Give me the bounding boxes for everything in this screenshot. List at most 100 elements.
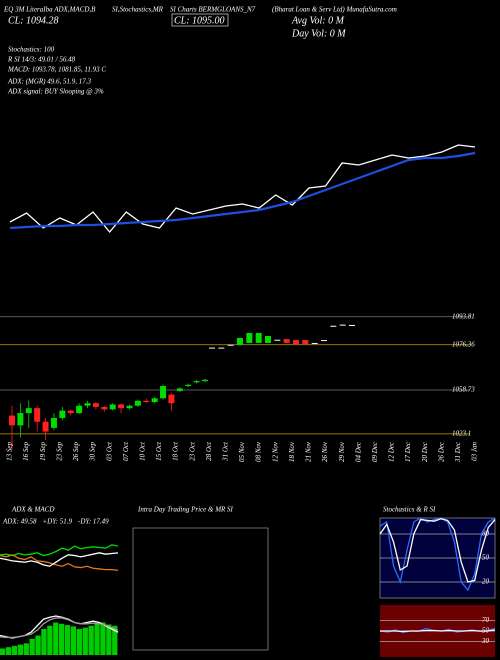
panel-title: Intra Day Trading Price & MR SI [137,506,234,514]
bar [29,638,35,655]
candle-body [274,339,281,341]
bar [53,622,59,655]
header-text: SI,Stochastics,MR [112,6,164,14]
x-tick-label: 23 Sep [55,442,63,461]
candle-body [25,408,32,414]
x-tick-label: 23 Oct [188,441,196,461]
candle-body [209,347,215,349]
candle-body [59,410,66,418]
x-tick-label: 03 Oct [105,441,113,461]
candle-body [34,408,41,422]
candle-body [283,339,290,343]
candle-body [168,394,175,404]
annotation: -DY: 17.49 [78,518,109,526]
candle-body [151,398,158,402]
x-tick-label: 12 Nov [271,441,279,462]
close-box [171,13,229,27]
day-volume: Day Vol: 0 M [291,28,346,39]
y-tick-label: 1058.73 [452,386,475,394]
candle-body [321,340,327,342]
header-text: EQ 3M LiteraIba ADX,MACD,B [3,6,96,14]
bar [35,635,41,655]
x-tick-label: 13 Sep [6,442,14,461]
candle-body [193,381,200,383]
x-tick-label: 10 Oct [138,441,146,461]
bar [0,648,6,655]
x-tick-label: 07 Oct [122,441,130,461]
bar [11,645,18,655]
series-line [0,544,119,557]
candle-body [176,388,183,391]
candle-body [311,342,318,344]
x-tick-label: 26 Dec [437,441,445,462]
series-line [0,617,119,639]
candle-body [185,384,192,386]
bar [59,623,65,655]
candle-body [349,324,355,326]
series-line [9,144,476,234]
bar [88,625,94,655]
close-price: CL: 1095.00 [174,15,225,26]
stat-line: MACD: 1093.78, 1081.85, 11.93 C [7,66,106,74]
x-tick-label: 21 Nov [305,441,313,462]
x-tick-label: 08 Nov [255,441,263,462]
bar [94,623,100,655]
candle-body [67,410,74,414]
candle-body [218,347,225,349]
y-tick-label: 70 [482,616,490,624]
candle-body [330,325,337,327]
bar [47,625,53,655]
candle-body [76,405,83,414]
x-tick-label: 09 Dec [371,441,379,462]
x-tick-label: 26 Nov [321,441,329,462]
x-tick-label: 30 Sep [89,442,97,462]
candle-body [160,386,167,399]
bar [112,625,118,655]
candle-body [302,340,309,345]
bar [17,644,24,655]
x-tick-label: 20 Dec [421,441,429,462]
stat-line: Stochastics: 100 [8,46,55,54]
candle-body [101,406,108,410]
y-tick-label: 1093.81 [452,312,475,320]
series-line [9,151,476,230]
candle-body [255,332,262,343]
bar [41,629,47,655]
bar [23,643,29,655]
x-tick-label: 31 Dec [454,441,462,463]
x-tick-label: 26 Sep [72,442,80,461]
x-tick-label: 05 Nov [238,441,246,462]
panel-title: ADX & MACD [11,506,54,514]
bar [100,622,106,655]
y-tick-label: 20 [482,578,490,586]
panel-background [132,527,269,651]
stat-line: ADX signal: BUY Slooping @ 3% [7,88,104,96]
candle-body [265,336,271,343]
series-line [379,518,496,583]
candle-body [202,379,208,382]
series-line [380,629,496,633]
candle-body [293,340,299,345]
bar [106,624,112,655]
y-tick-label: 1023.1 [452,429,471,437]
bar [76,629,83,655]
candle-body [126,405,133,409]
avg-volume: Avg Vol: 0 M [291,15,345,26]
bar [64,625,71,655]
x-tick-label: 31 Oct [222,441,230,462]
candle-body [134,400,141,406]
candle-body [84,403,91,406]
panel-title: Stochastics & R SI [383,506,436,514]
series-line [379,517,496,592]
candle-body [246,332,253,343]
header-text: SI Charts BERMGLOANS_N7 [170,6,256,14]
y-tick-label: 50 [482,554,490,562]
header-text: (Bharat Loan & Serv Ltd) MunafaSutra.com [272,6,397,14]
annotation: +DY: 51.9 [42,518,72,526]
candle-body [227,344,234,346]
candle-body [339,324,346,326]
x-tick-label: 16 Sep [22,442,30,461]
x-tick-label: 17 Dec [404,441,412,462]
stat-line: ADX: (MGR) 49.6, 51.9, 17.3 [7,78,92,86]
